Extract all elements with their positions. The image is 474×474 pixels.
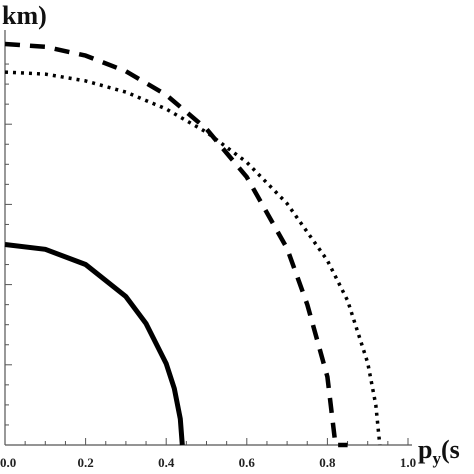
x-axis-label: py(s	[418, 435, 460, 468]
labels: 0.0 0.2 0.4 0.6 0.8 1.0 km) py(s	[0, 1, 460, 470]
curve-dotted	[4, 70, 382, 446]
x-tick-label: 1.0	[400, 455, 416, 470]
curve-solid	[4, 242, 185, 446]
y-axis-label: km)	[2, 1, 47, 30]
x-axis-label-sub: y	[432, 449, 441, 468]
curves	[4, 41, 382, 448]
x-axis-label-main: p	[418, 435, 432, 464]
curve-dashed	[4, 41, 348, 448]
x-axis-label-tail: (s	[441, 435, 460, 464]
axes	[4, 30, 412, 446]
x-tick-label: 0.2	[77, 455, 93, 470]
x-tick-label: 0.4	[158, 455, 175, 470]
x-tick-label: 0.0	[0, 455, 16, 470]
x-tick-label: 0.8	[319, 455, 336, 470]
x-tick-label: 0.6	[239, 455, 256, 470]
